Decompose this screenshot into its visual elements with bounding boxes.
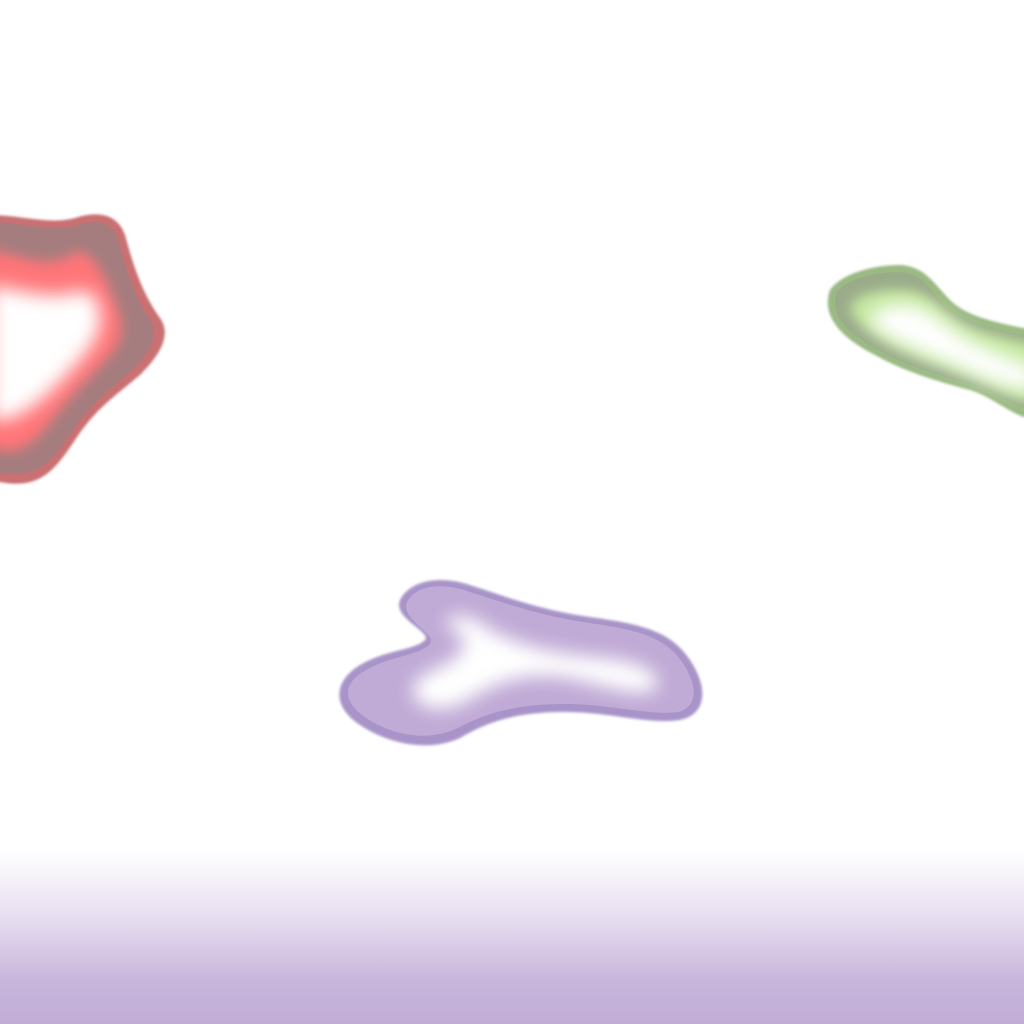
purple-blob-core [413, 615, 658, 709]
purple-blob [339, 580, 703, 746]
green-blob-core [870, 304, 1024, 391]
green-blob [827, 265, 1024, 418]
bottom-gradient-band [0, 850, 1024, 1024]
red-blob-core [0, 286, 101, 420]
red-blob [0, 214, 165, 484]
